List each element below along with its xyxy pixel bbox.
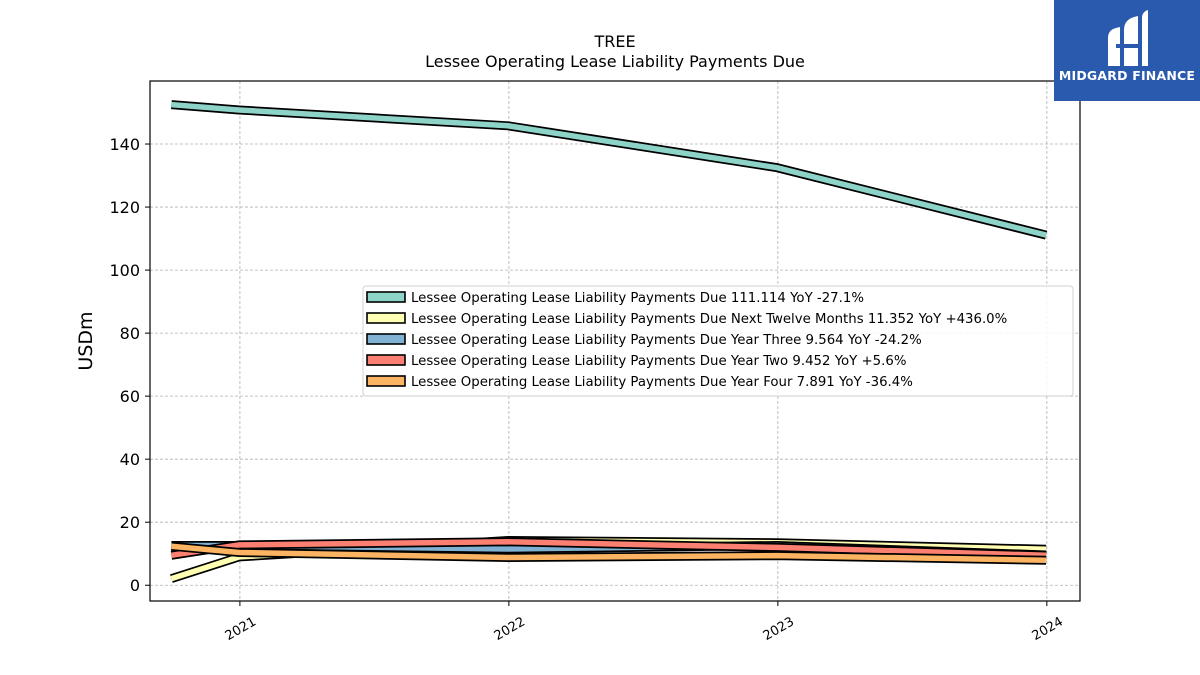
y-tick-label: 60 bbox=[120, 387, 140, 406]
series-line-1 bbox=[171, 101, 1047, 238]
y-tick-label: 0 bbox=[130, 576, 140, 595]
x-tick-label: 2023 bbox=[761, 614, 797, 644]
series-layer bbox=[170, 100, 1048, 583]
legend-swatch bbox=[366, 333, 406, 345]
legend-swatch bbox=[366, 375, 406, 387]
logo-text: MIDGARD FINANCE bbox=[1058, 68, 1196, 83]
legend-swatch bbox=[366, 291, 406, 303]
x-axis-ticks: 2021 2022 2023 2024 bbox=[223, 601, 1066, 644]
legend-swatch bbox=[366, 312, 406, 324]
legend: Lessee Operating Lease Liability Payment… bbox=[362, 285, 1074, 397]
legend-box bbox=[362, 285, 1074, 397]
x-tick-label: 2024 bbox=[1030, 614, 1066, 644]
y-tick-label: 120 bbox=[109, 198, 140, 217]
y-tick-label: 40 bbox=[120, 450, 140, 469]
y-axis-ticks: 0 20 40 60 80 100 120 140 bbox=[109, 135, 150, 595]
y-tick-label: 20 bbox=[120, 513, 140, 532]
legend-swatch bbox=[366, 354, 406, 366]
legend-label: Lessee Operating Lease Liability Payment… bbox=[411, 333, 922, 348]
legend-label: Lessee Operating Lease Liability Payment… bbox=[411, 312, 1007, 327]
y-tick-label: 80 bbox=[120, 324, 140, 343]
legend-label: Lessee Operating Lease Liability Payment… bbox=[411, 354, 906, 369]
series-line-5 bbox=[171, 543, 1047, 564]
plot-frame bbox=[149, 80, 1081, 602]
chart-subtitle: Lessee Operating Lease Liability Payment… bbox=[425, 52, 805, 71]
logo-mark-icon bbox=[1108, 10, 1148, 66]
y-tick-label: 100 bbox=[109, 261, 140, 280]
legend-label: Lessee Operating Lease Liability Payment… bbox=[411, 375, 913, 390]
y-tick-label: 140 bbox=[109, 135, 140, 154]
series-outline-1 bbox=[171, 100, 1048, 240]
x-tick-label: 2022 bbox=[492, 614, 528, 644]
y-axis-label: USDm bbox=[75, 311, 97, 370]
legend-label: Lessee Operating Lease Liability Payment… bbox=[411, 291, 864, 306]
chart-title: TREE bbox=[594, 32, 636, 51]
x-tick-label: 2021 bbox=[223, 614, 259, 644]
midgard-finance-logo: MIDGARD FINANCE bbox=[1054, 0, 1200, 101]
